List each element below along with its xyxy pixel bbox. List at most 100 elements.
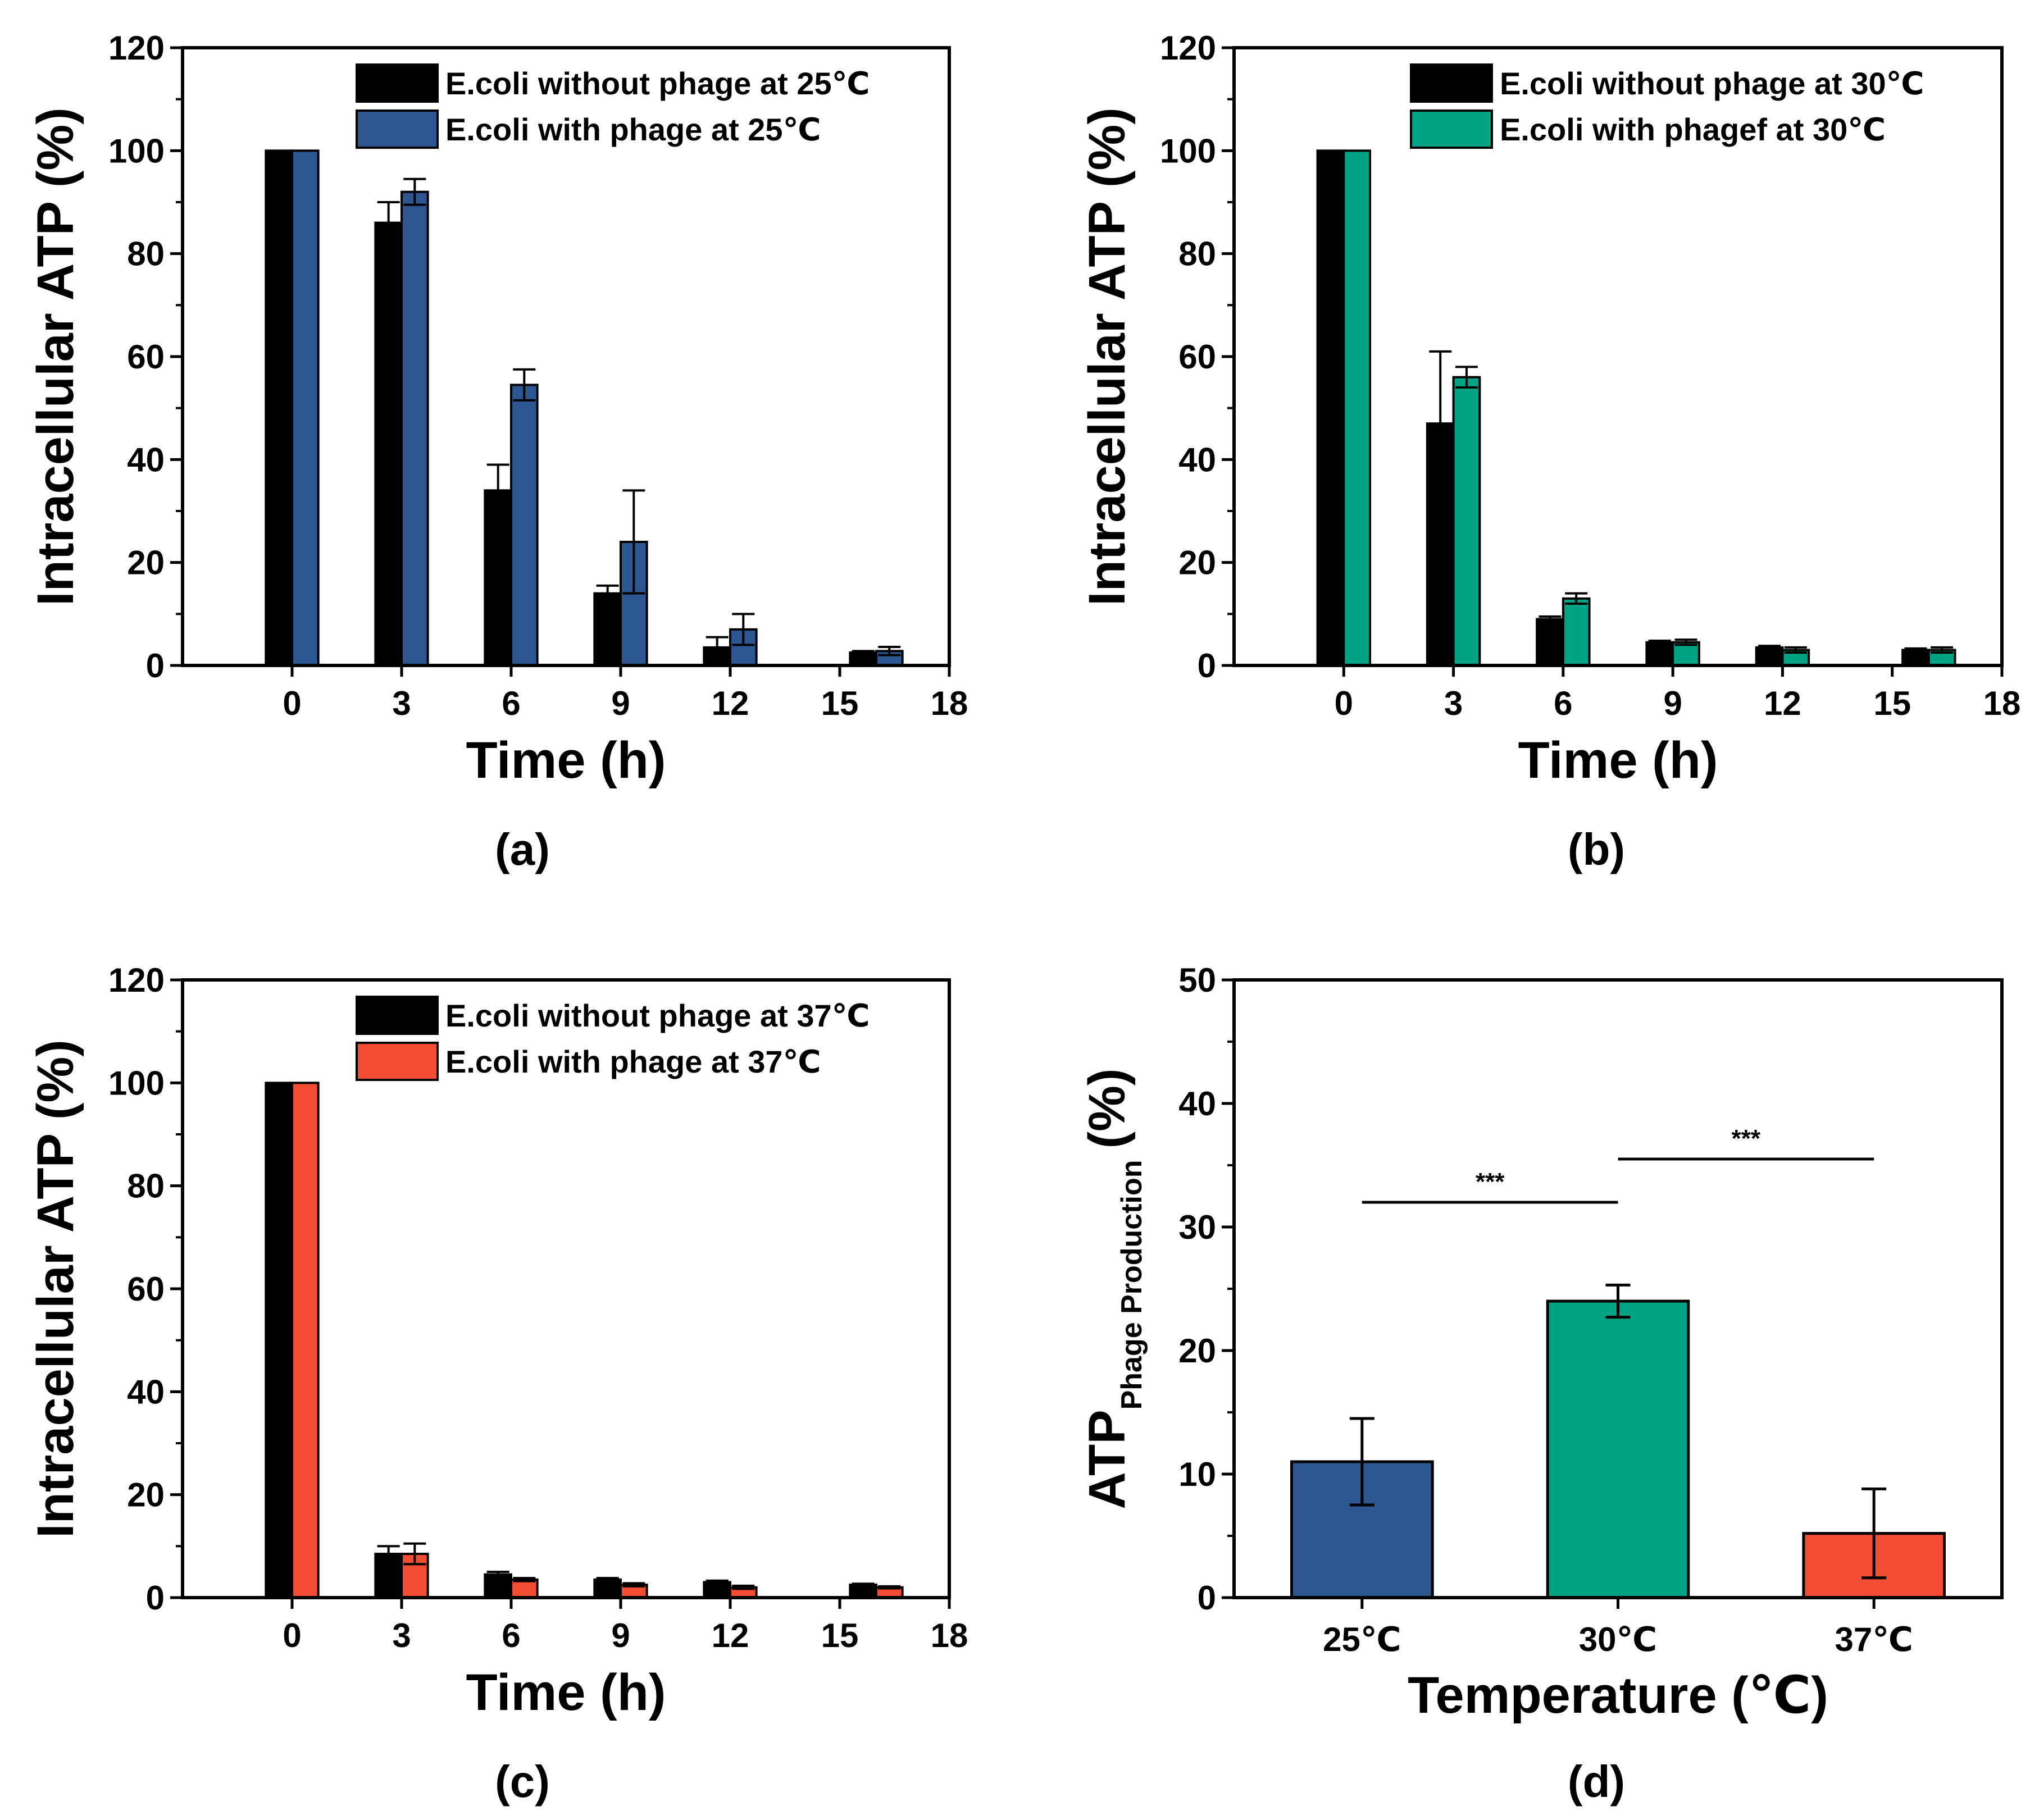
y-tick-label-b-0: 0 bbox=[1198, 647, 1216, 685]
bar-a-s1-2 bbox=[510, 384, 539, 667]
x-tick-label-c-3: 9 bbox=[611, 1617, 630, 1654]
bar-b-s1-1 bbox=[1452, 376, 1481, 667]
bar-d-1 bbox=[1546, 1299, 1690, 1599]
y-tick-label-a-3: 60 bbox=[127, 338, 165, 376]
x-tick-label-c-1: 3 bbox=[392, 1617, 411, 1654]
y-tick-label-a-2: 40 bbox=[127, 441, 165, 478]
bar-b-s1-0 bbox=[1342, 149, 1371, 667]
legend-label-b-1: E.coli with phagef at 30℃ bbox=[1500, 112, 1886, 147]
x-tick-label-b-1: 3 bbox=[1444, 685, 1463, 722]
y-axis-title-c: Intracellular ATP (%) bbox=[27, 1039, 84, 1538]
y-tick-label-b-1: 20 bbox=[1178, 544, 1216, 582]
bar-c-s0-0 bbox=[265, 1082, 293, 1599]
x-tick-label-a-6: 18 bbox=[931, 685, 968, 722]
legend-label-a-0: E.coli without phage at 25℃ bbox=[445, 66, 870, 101]
bar-b-s0-4 bbox=[1755, 646, 1784, 667]
y-axis-title-b: Intracellular ATP (%) bbox=[1078, 107, 1136, 606]
x-axis-title-d: Temperature (℃) bbox=[1408, 1667, 1828, 1724]
bar-b-s0-2 bbox=[1536, 618, 1564, 667]
bar-a-s0-2 bbox=[484, 489, 512, 667]
y-tick-label-d-3: 30 bbox=[1178, 1208, 1216, 1246]
bar-b-s1-2 bbox=[1562, 597, 1591, 667]
x-tick-label-b-0: 0 bbox=[1335, 685, 1353, 722]
x-tick-label-c-5: 15 bbox=[821, 1617, 859, 1654]
x-axis-title-c: Time (h) bbox=[466, 1664, 666, 1721]
bar-c-s1-0 bbox=[291, 1082, 320, 1599]
x-tick-label-d-2: 37℃ bbox=[1835, 1621, 1913, 1658]
y-tick-label-d-4: 40 bbox=[1178, 1085, 1216, 1123]
y-tick-label-a-5: 100 bbox=[108, 132, 165, 170]
y-axis-title-subscript: Phage Production bbox=[1116, 1160, 1148, 1410]
bar-c-s0-3 bbox=[593, 1578, 622, 1599]
y-tick-label-a-0: 0 bbox=[146, 647, 165, 685]
x-tick-label-b-2: 6 bbox=[1554, 685, 1572, 722]
y-tick-label-c-2: 40 bbox=[127, 1373, 165, 1411]
y-tick-label-b-2: 40 bbox=[1178, 441, 1216, 478]
legend-swatch-a-1 bbox=[356, 110, 439, 149]
x-axis-title-a: Time (h) bbox=[466, 732, 666, 789]
y-axis-title-a: Intracellular ATP (%) bbox=[27, 107, 84, 606]
panel-label-a: (a) bbox=[495, 824, 550, 874]
y-tick-label-a-6: 120 bbox=[108, 29, 165, 67]
x-tick-label-b-3: 9 bbox=[1663, 685, 1682, 722]
y-tick-label-b-3: 60 bbox=[1178, 338, 1216, 376]
panel-label-c: (c) bbox=[495, 1757, 550, 1807]
x-tick-label-b-4: 12 bbox=[1764, 685, 1801, 722]
panel-b-chart: 0 20 40 60 80 100 120 0 3 6 9 12 15 18 Time (h) Intrace… bbox=[1078, 29, 2021, 874]
bar-a-s0-0 bbox=[265, 149, 293, 667]
x-tick-label-c-4: 12 bbox=[712, 1617, 749, 1654]
panel-label-d: (d) bbox=[1568, 1757, 1625, 1807]
x-tick-label-a-5: 15 bbox=[821, 685, 859, 722]
y-tick-label-d-0: 0 bbox=[1198, 1579, 1216, 1617]
y-tick-label-c-6: 120 bbox=[108, 961, 165, 999]
y-axis-title-unit: (%) bbox=[1078, 1068, 1136, 1148]
x-tick-label-a-0: 0 bbox=[283, 685, 301, 722]
panel-label-b: (b) bbox=[1568, 824, 1625, 874]
x-tick-label-a-1: 3 bbox=[392, 685, 411, 722]
y-tick-label-c-3: 60 bbox=[127, 1270, 165, 1308]
x-axis-title-b: Time (h) bbox=[1518, 732, 1718, 789]
y-tick-label-b-6: 120 bbox=[1160, 29, 1216, 67]
x-tick-label-b-5: 15 bbox=[1873, 685, 1911, 722]
legend-label-b-0: E.coli without phage at 30℃ bbox=[1500, 66, 1924, 101]
legend-swatch-b-0 bbox=[1410, 63, 1493, 103]
x-tick-label-d-0: 25℃ bbox=[1323, 1621, 1401, 1658]
panel-a-chart: 0 20 40 60 80 100 120 0 3 6 9 12 15 18 Time (h) Intrace… bbox=[27, 29, 968, 874]
x-tick-label-c-2: 6 bbox=[502, 1617, 520, 1654]
bar-c-s1-2 bbox=[510, 1578, 539, 1599]
legend-swatch-b-1 bbox=[1410, 110, 1493, 149]
y-tick-label-b-5: 100 bbox=[1160, 132, 1216, 170]
x-tick-label-b-6: 18 bbox=[1983, 685, 2021, 722]
legend-swatch-c-0 bbox=[356, 996, 439, 1035]
y-tick-label-a-1: 20 bbox=[127, 544, 165, 582]
bar-a-s1-1 bbox=[400, 190, 429, 667]
panel-c-chart: 0 20 40 60 80 100 120 0 3 6 9 12 15 18 Time (h) Intrace… bbox=[27, 961, 968, 1807]
x-tick-label-a-3: 9 bbox=[611, 685, 630, 722]
bar-b-s0-3 bbox=[1645, 641, 1674, 667]
bar-a-s1-0 bbox=[291, 149, 320, 667]
y-tick-label-c-4: 80 bbox=[127, 1167, 165, 1205]
y-tick-label-c-0: 0 bbox=[146, 1579, 165, 1617]
x-tick-label-c-6: 18 bbox=[931, 1617, 968, 1654]
legend-label-c-0: E.coli without phage at 37℃ bbox=[445, 998, 870, 1033]
y-tick-label-d-2: 20 bbox=[1178, 1332, 1216, 1370]
x-tick-label-c-0: 0 bbox=[283, 1617, 301, 1654]
legend-label-c-1: E.coli with phage at 37℃ bbox=[445, 1044, 821, 1079]
y-tick-label-d-5: 50 bbox=[1178, 961, 1216, 999]
x-tick-label-a-4: 12 bbox=[712, 685, 749, 722]
bar-a-s0-1 bbox=[374, 221, 403, 667]
x-tick-label-d-1: 30℃ bbox=[1579, 1621, 1657, 1658]
y-tick-label-c-1: 20 bbox=[127, 1476, 165, 1514]
legend-swatch-c-1 bbox=[356, 1042, 439, 1081]
y-tick-label-b-4: 80 bbox=[1178, 235, 1216, 273]
bar-b-s0-0 bbox=[1316, 149, 1345, 667]
bar-a-s0-3 bbox=[593, 592, 622, 667]
y-tick-label-d-1: 10 bbox=[1178, 1456, 1216, 1493]
x-tick-label-a-2: 6 bbox=[502, 685, 520, 722]
y-tick-label-c-5: 100 bbox=[108, 1064, 165, 1102]
y-tick-label-a-4: 80 bbox=[127, 235, 165, 273]
significance-label-1: *** bbox=[1732, 1125, 1761, 1152]
legend-swatch-a-0 bbox=[356, 63, 439, 103]
y-axis-title-main: ATP bbox=[1078, 1410, 1136, 1509]
